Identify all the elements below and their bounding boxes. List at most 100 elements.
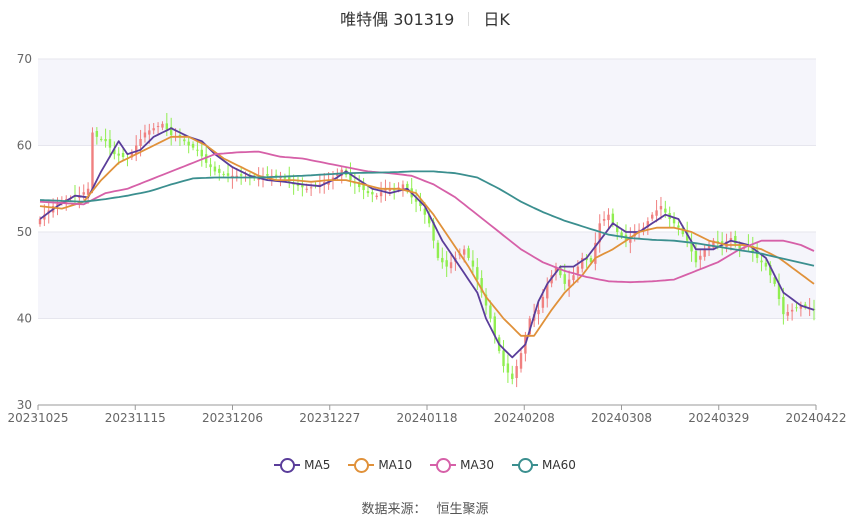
candle-body: [616, 225, 619, 232]
candle-body: [681, 227, 685, 235]
candle-body: [296, 184, 300, 186]
x-tick-label: 20240118: [396, 411, 457, 425]
x-tick-label: 20240422: [785, 411, 846, 425]
candle-body: [707, 244, 711, 249]
candle-body: [161, 123, 164, 128]
candle-body: [581, 257, 584, 269]
candle-body: [86, 188, 90, 195]
candle-body: [108, 139, 112, 148]
candle-body: [799, 305, 803, 309]
candle-body: [712, 240, 715, 248]
candle-body: [441, 257, 444, 263]
candle-body: [502, 350, 505, 367]
candle-body: [672, 217, 676, 224]
candle-body: [388, 189, 392, 191]
candle-body: [200, 149, 203, 157]
candle-body: [100, 138, 103, 140]
legend-label: MA5: [304, 458, 331, 472]
candle-body: [235, 175, 238, 177]
candle-body: [651, 214, 654, 219]
legend: MA5 MA10 MA30 MA60: [0, 458, 850, 475]
y-tick-label: 40: [17, 312, 32, 326]
candle-body: [143, 132, 147, 138]
stock-name: 唯特偶 301319: [340, 10, 455, 29]
candle-body: [222, 173, 225, 175]
candle-body: [755, 250, 759, 258]
candle-body: [336, 173, 339, 176]
candle-body: [218, 168, 221, 173]
candle-body: [546, 283, 549, 299]
y-tick-label: 70: [17, 52, 32, 66]
legend-item-ma10[interactable]: MA10: [348, 458, 413, 473]
y-tick-label: 50: [17, 225, 32, 239]
candle-body: [760, 260, 763, 263]
candle-body: [104, 139, 107, 142]
candle-body: [563, 274, 566, 284]
candle-body: [169, 126, 173, 136]
candle-body: [183, 139, 186, 142]
data-source: 数据来源： 恒生聚源: [0, 498, 850, 517]
candle-body: [432, 221, 435, 241]
candle-body: [515, 366, 518, 379]
candle-body: [567, 279, 571, 287]
candle-body: [292, 183, 295, 185]
candle-body: [511, 373, 514, 380]
candle-body: [427, 215, 431, 224]
candle-body: [323, 182, 326, 184]
legend-item-ma30[interactable]: MA30: [430, 458, 494, 473]
candle-body: [484, 294, 488, 306]
candle-body: [690, 242, 693, 252]
legend-marker-icon: [348, 458, 375, 473]
candle-body: [135, 145, 138, 155]
candle-body: [646, 221, 650, 228]
candle-body: [209, 164, 212, 168]
legend-item-ma60[interactable]: MA60: [512, 458, 576, 473]
candle-body: [95, 130, 99, 137]
candle-body: [528, 318, 531, 335]
candle-body: [795, 307, 798, 309]
x-tick-label: 20231227: [299, 411, 360, 425]
candle-body: [393, 189, 396, 191]
candle-body: [239, 174, 243, 176]
series-line-ma10: [39, 135, 815, 337]
legend-label: MA10: [378, 458, 413, 472]
candle-body: [694, 250, 698, 263]
candle-body: [506, 363, 510, 373]
candle-body: [519, 353, 523, 369]
candle-body: [305, 188, 308, 190]
candle-body: [620, 232, 623, 237]
candle-body: [91, 132, 94, 190]
candle-body: [130, 151, 134, 158]
candle-body: [764, 262, 768, 267]
candle-body: [401, 184, 405, 190]
candle-body: [191, 143, 195, 148]
candle-body: [769, 265, 772, 276]
candle-body: [445, 260, 448, 267]
candle-body: [266, 174, 269, 176]
legend-item-ma5[interactable]: MA5: [274, 458, 331, 473]
legend-label: MA60: [542, 458, 576, 472]
candle-body: [607, 214, 610, 221]
legend-marker-icon: [512, 458, 539, 473]
candle-body: [480, 278, 483, 293]
period-label: 日K: [483, 10, 510, 29]
candle-body: [777, 283, 781, 300]
candle-body: [213, 166, 217, 172]
candle-body: [773, 277, 776, 284]
candle-body: [148, 130, 151, 135]
candle-body: [156, 126, 160, 128]
plot-background: [38, 59, 816, 405]
candle-body: [414, 198, 418, 202]
candle-body: [782, 296, 785, 315]
candle-body: [449, 262, 453, 269]
candle-body: [703, 249, 706, 257]
candle-body: [476, 267, 479, 280]
candle-body: [375, 195, 378, 197]
candle-body: [589, 258, 593, 263]
plot-band: [38, 59, 816, 146]
candle-body: [493, 316, 496, 336]
candle-body: [121, 152, 125, 158]
candle-body: [117, 153, 120, 156]
series-line-ma60: [39, 170, 815, 267]
